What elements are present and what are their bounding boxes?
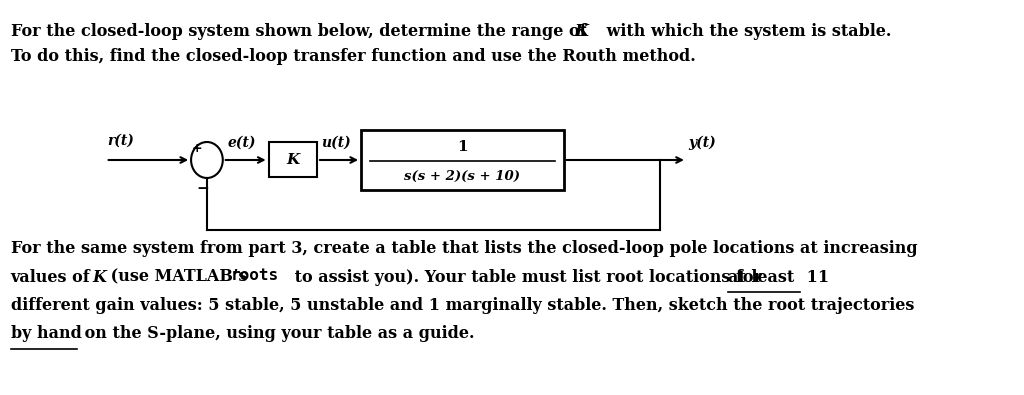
Text: with which the system is stable.: with which the system is stable. — [601, 23, 892, 40]
Text: For the same system from part 3, create a table that lists the closed-loop pole : For the same system from part 3, create … — [10, 240, 918, 257]
Text: s(s + 2)(s + 10): s(s + 2)(s + 10) — [404, 170, 520, 183]
Text: e(t): e(t) — [227, 136, 256, 150]
Text: +: + — [191, 142, 203, 155]
Text: different gain values: 5 stable, 5 unstable and 1 marginally stable. Then, sketc: different gain values: 5 stable, 5 unsta… — [10, 297, 914, 314]
Text: K: K — [286, 152, 299, 167]
FancyBboxPatch shape — [268, 142, 317, 177]
Text: To do this, find the closed-loop transfer function and use the Routh method.: To do this, find the closed-loop transfe… — [10, 48, 695, 65]
Text: values of: values of — [10, 269, 96, 286]
Text: y(t): y(t) — [688, 135, 717, 150]
Text: 11: 11 — [802, 269, 829, 286]
Text: to assist you). Your table must list root locations for: to assist you). Your table must list roo… — [289, 269, 767, 286]
Text: by hand: by hand — [10, 325, 82, 342]
Text: For the closed-loop system shown below, determine the range of: For the closed-loop system shown below, … — [10, 23, 592, 40]
Text: (use MATLAB’s: (use MATLAB’s — [104, 269, 253, 286]
Text: at least: at least — [728, 269, 795, 286]
Text: u(t): u(t) — [322, 136, 351, 150]
Text: on the S-plane, using your table as a guide.: on the S-plane, using your table as a gu… — [79, 325, 475, 342]
Text: 1: 1 — [457, 140, 468, 154]
Text: roots: roots — [230, 269, 279, 284]
Text: K: K — [574, 23, 588, 40]
Text: r(t): r(t) — [108, 134, 134, 148]
Text: K: K — [92, 269, 106, 286]
Text: −: − — [197, 181, 209, 196]
FancyBboxPatch shape — [361, 130, 563, 190]
